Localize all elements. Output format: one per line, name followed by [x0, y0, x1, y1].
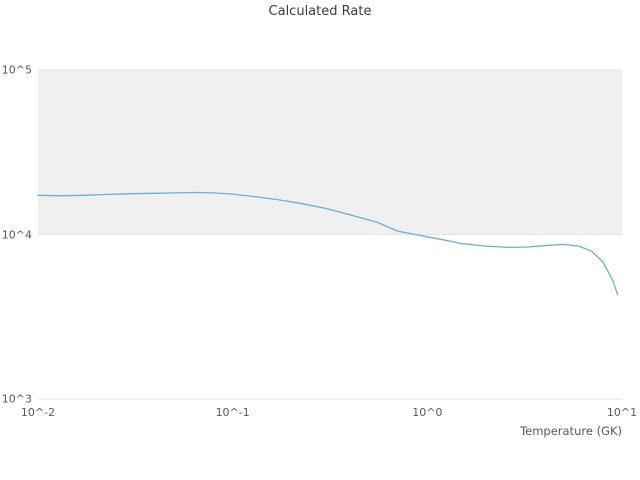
y-tick-label: 10^4	[1, 228, 32, 241]
y-tick-label: 10^3	[1, 392, 32, 406]
x-axis-label: Temperature (GK)	[520, 424, 622, 438]
x-tick-label: 10^0	[412, 406, 443, 419]
x-tick-label: 10^-1	[215, 406, 250, 419]
shaded-band	[38, 70, 622, 235]
y-tick-label: 10^5	[1, 63, 32, 77]
chart-title: Calculated Rate	[268, 4, 372, 19]
rate-line	[37, 191, 619, 296]
x-tick-label: 10^1	[606, 406, 638, 419]
x-tick-label: 10^-2	[20, 406, 56, 419]
